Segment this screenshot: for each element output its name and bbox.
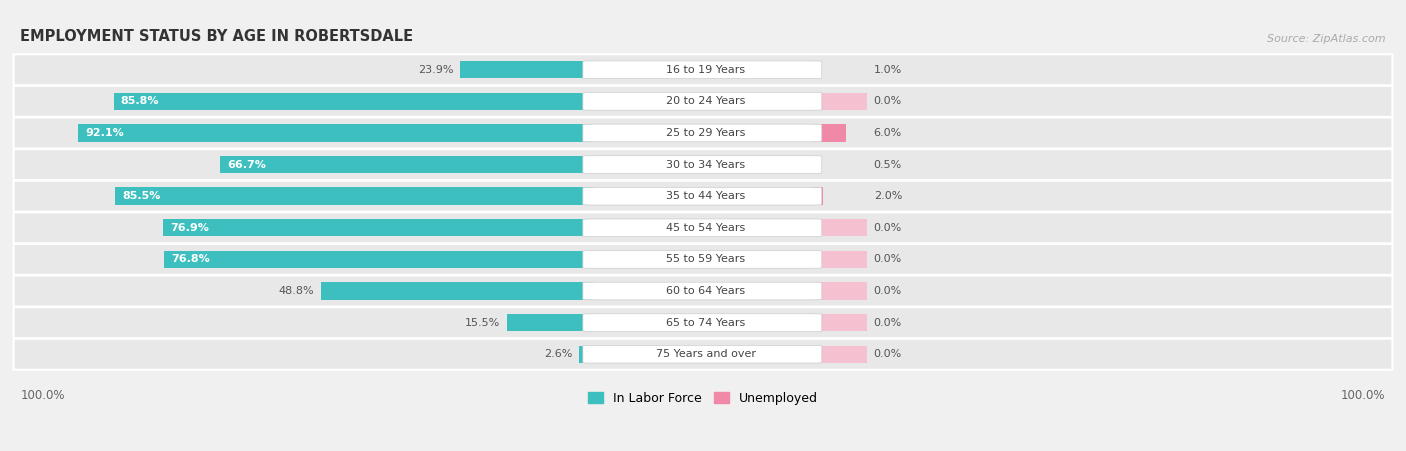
Bar	[813, 345, 868, 363]
Text: 25 to 29 Years: 25 to 29 Years	[666, 128, 745, 138]
Text: 0.5%: 0.5%	[873, 160, 901, 170]
Text: 48.8%: 48.8%	[278, 286, 314, 296]
Text: 65 to 74 Years: 65 to 74 Years	[666, 318, 745, 327]
FancyBboxPatch shape	[583, 124, 821, 142]
Text: 2.6%: 2.6%	[544, 349, 572, 359]
Text: 85.8%: 85.8%	[121, 97, 159, 106]
FancyBboxPatch shape	[583, 345, 821, 363]
Text: 20 to 24 Years: 20 to 24 Years	[666, 97, 745, 106]
Text: 0.0%: 0.0%	[873, 254, 901, 264]
Bar	[813, 219, 868, 236]
FancyBboxPatch shape	[14, 307, 1392, 338]
Bar	[813, 188, 824, 205]
Text: 30 to 34 Years: 30 to 34 Years	[666, 160, 745, 170]
Text: 35 to 44 Years: 35 to 44 Years	[666, 191, 745, 201]
FancyBboxPatch shape	[14, 149, 1392, 180]
FancyBboxPatch shape	[583, 251, 821, 268]
Text: 0.0%: 0.0%	[873, 223, 901, 233]
Bar	[460, 61, 593, 78]
FancyBboxPatch shape	[14, 117, 1392, 148]
Text: Source: ZipAtlas.com: Source: ZipAtlas.com	[1267, 34, 1385, 45]
Text: 15.5%: 15.5%	[465, 318, 501, 327]
Bar	[165, 251, 593, 268]
Bar	[813, 282, 868, 300]
Bar	[813, 314, 868, 331]
Text: 66.7%: 66.7%	[228, 160, 266, 170]
Text: 1.0%: 1.0%	[873, 65, 901, 75]
Text: 2.0%: 2.0%	[873, 191, 903, 201]
FancyBboxPatch shape	[583, 314, 821, 331]
FancyBboxPatch shape	[14, 86, 1392, 117]
FancyBboxPatch shape	[583, 92, 821, 110]
Text: 100.0%: 100.0%	[21, 389, 65, 402]
Text: 85.5%: 85.5%	[122, 191, 160, 201]
Text: 75 Years and over: 75 Years and over	[655, 349, 756, 359]
Bar	[813, 251, 868, 268]
Bar	[813, 124, 846, 142]
Text: EMPLOYMENT STATUS BY AGE IN ROBERTSDALE: EMPLOYMENT STATUS BY AGE IN ROBERTSDALE	[21, 29, 413, 45]
Text: 92.1%: 92.1%	[86, 128, 124, 138]
Bar	[163, 219, 593, 236]
Bar	[508, 314, 593, 331]
FancyBboxPatch shape	[14, 212, 1392, 243]
Bar	[813, 156, 815, 173]
FancyBboxPatch shape	[14, 54, 1392, 85]
Bar	[813, 92, 868, 110]
Text: 76.8%: 76.8%	[170, 254, 209, 264]
Text: 23.9%: 23.9%	[418, 65, 453, 75]
Text: 100.0%: 100.0%	[1341, 389, 1385, 402]
FancyBboxPatch shape	[583, 282, 821, 300]
Bar	[79, 124, 593, 142]
Bar	[114, 92, 593, 110]
Bar	[813, 61, 818, 78]
Text: 76.9%: 76.9%	[170, 223, 209, 233]
Text: 0.0%: 0.0%	[873, 286, 901, 296]
Text: 0.0%: 0.0%	[873, 318, 901, 327]
Text: 60 to 64 Years: 60 to 64 Years	[666, 286, 745, 296]
Text: 16 to 19 Years: 16 to 19 Years	[666, 65, 745, 75]
Text: 55 to 59 Years: 55 to 59 Years	[666, 254, 745, 264]
Text: 0.0%: 0.0%	[873, 349, 901, 359]
Bar	[579, 345, 593, 363]
FancyBboxPatch shape	[14, 244, 1392, 275]
Bar	[321, 282, 593, 300]
FancyBboxPatch shape	[14, 276, 1392, 307]
FancyBboxPatch shape	[14, 339, 1392, 370]
Text: 0.0%: 0.0%	[873, 97, 901, 106]
FancyBboxPatch shape	[583, 187, 821, 205]
Legend: In Labor Force, Unemployed: In Labor Force, Unemployed	[588, 392, 818, 405]
FancyBboxPatch shape	[583, 219, 821, 237]
FancyBboxPatch shape	[583, 156, 821, 174]
FancyBboxPatch shape	[583, 61, 821, 78]
FancyBboxPatch shape	[14, 181, 1392, 212]
Bar	[115, 188, 593, 205]
Text: 6.0%: 6.0%	[873, 128, 901, 138]
Bar	[221, 156, 593, 173]
Text: 45 to 54 Years: 45 to 54 Years	[666, 223, 745, 233]
